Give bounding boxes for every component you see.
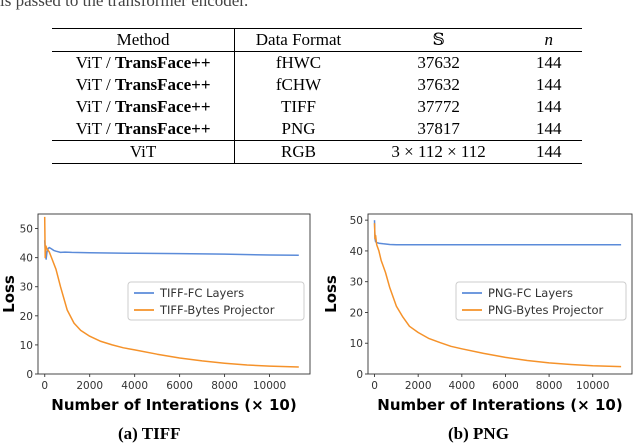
header-s: 𝕊 [361,28,516,52]
x-axis-label: Number of Interations (× 10) [377,396,622,414]
y-tick-label: 30 [20,282,33,294]
x-tick-label: 4000 [448,380,475,392]
method-base: ViT / [75,53,115,72]
cutoff-text-line: is passed to the transformer encoder. [0,0,249,10]
x-tick-label: 0 [371,380,378,392]
table-row: ViT / TransFace++ PNG 37817 144 [52,118,582,141]
results-table: Method Data Format 𝕊 n ViT / TransFace++… [52,28,582,164]
method-base: ViT [129,142,157,161]
header-data-format: Data Format [234,28,362,52]
method-bold: TransFace++ [114,53,211,72]
loss-chart-tiff: 0 10 20 30 40 50 0 2000 4000 6000 8000 10000 TIFF-FC… [0,213,311,414]
cell-format: fCHW [275,75,322,94]
x-axis-label: Number of Interations (× 10) [51,396,296,414]
legend-label: PNG-FC Layers [488,286,573,300]
cell-method: ViT [52,140,236,164]
x-tick-label: 6000 [492,380,519,392]
caption-tiff: (a) TIFF [118,424,181,443]
x-tick-label: 8000 [536,380,563,392]
table-row: ViT / TransFace++ TIFF 37772 144 [52,96,582,118]
x-tick-label: 4000 [121,380,148,392]
cell-method: ViT / TransFace++ [52,74,236,96]
cell-method: ViT / TransFace++ [52,51,236,74]
y-tick-label: 10 [350,338,363,350]
legend-label: TIFF-Bytes Projector [159,303,275,317]
loss-chart-png: 0 10 20 30 40 50 0 2000 4000 6000 8000 10000 PNG-FC … [322,213,633,414]
cell-n: 144 [535,119,562,138]
series-line-bytes-projector [43,216,299,368]
cell-n: 144 [535,53,562,72]
header-n: n [515,28,582,52]
table-row: ViT RGB 3 × 112 × 112 144 [52,140,582,164]
cell-n: 144 [535,97,562,116]
y-axis-label: Loss [0,275,18,313]
x-tick-label: 2000 [405,380,432,392]
x-tick-label: 8000 [211,380,238,392]
x-tick-label: 6000 [166,380,193,392]
table-row: ViT / TransFace++ fHWC 37632 144 [52,51,582,74]
table-row: ViT / TransFace++ fCHW 37632 144 [52,74,582,96]
cell-s: 3 × 112 × 112 [361,140,516,164]
series-line-fc-layers [43,240,299,260]
y-tick-label: 0 [26,369,33,381]
x-tick-label: 2000 [76,380,103,392]
table-header-row: Method Data Format 𝕊 n [52,28,582,52]
cell-method: ViT / TransFace++ [52,96,236,118]
cell-s: 37772 [417,97,460,116]
legend-label: TIFF-FC Layers [159,286,244,300]
y-tick-label: 50 [350,215,363,227]
y-tick-label: 20 [20,311,33,323]
y-tick-label: 10 [20,340,33,352]
y-tick-label: 0 [356,369,363,381]
cell-s: 37817 [417,119,460,138]
x-tick-label: 0 [41,380,48,392]
x-tick-label: 10000 [576,380,609,392]
y-tick-label: 40 [20,253,33,265]
cell-format: TIFF [281,97,316,116]
method-base: ViT / [75,97,115,116]
x-tick-label: 10000 [253,380,286,392]
method-bold: TransFace++ [114,75,211,94]
cell-s: 37632 [417,53,460,72]
y-axis-label: Loss [322,275,340,313]
y-tick-label: 20 [350,307,363,319]
caption-png: (b) PNG [448,424,509,443]
method-bold: TransFace++ [114,97,211,116]
cell-n: 144 [535,75,562,94]
y-tick-label: 50 [20,224,33,236]
legend-label: PNG-Bytes Projector [488,303,603,317]
cell-method: ViT / TransFace++ [52,118,236,141]
header-method: Method [52,28,236,52]
method-bold: TransFace++ [114,119,211,138]
cell-format: PNG [281,119,316,138]
cell-format: RGB [234,140,362,164]
legend-box [127,281,305,321]
method-base: ViT / [75,75,115,94]
cell-n: 144 [515,140,582,164]
y-tick-label: 40 [350,246,363,258]
y-tick-label: 30 [350,277,363,289]
legend-box [455,281,627,321]
cell-format: fHWC [275,53,322,72]
series-line-bytes-projector [373,223,622,368]
cell-s: 37632 [417,75,460,94]
method-base: ViT / [75,119,115,138]
